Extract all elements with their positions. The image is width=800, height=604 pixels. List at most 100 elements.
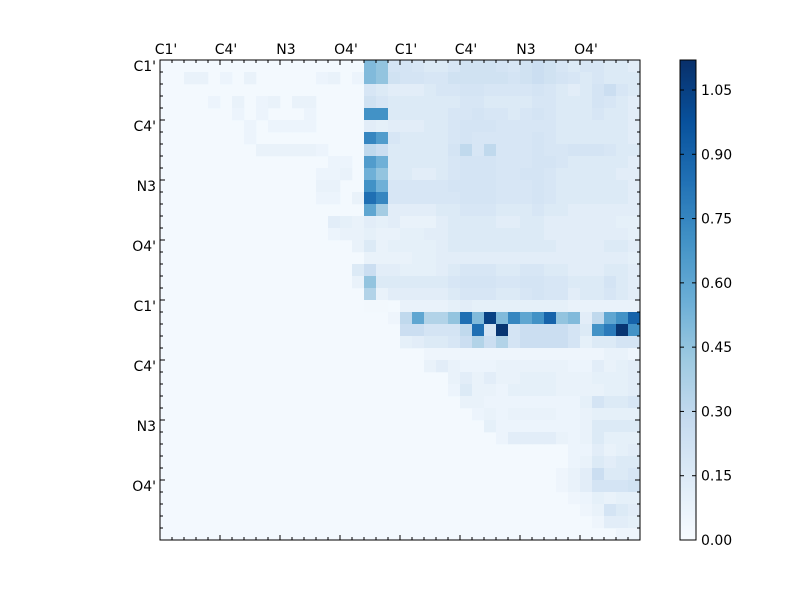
heatmap-cell (232, 108, 245, 121)
heatmap-cell (412, 288, 425, 301)
heatmap-cell (568, 156, 581, 169)
colorbar-segment (680, 282, 696, 285)
colorbar-segment (680, 368, 696, 371)
heatmap-cell (496, 312, 509, 325)
colorbar-segment (680, 484, 696, 487)
heatmap-cell (472, 348, 485, 361)
heatmap-cell (496, 192, 509, 205)
heatmap-cell (400, 192, 413, 205)
heatmap-cell (436, 156, 449, 169)
heatmap-cell (496, 324, 509, 337)
colorbar-segment (680, 450, 696, 453)
colorbar-segment (680, 240, 696, 243)
heatmap-cell (532, 420, 545, 433)
heatmap-cell (352, 240, 365, 253)
colorbar-segment (680, 148, 696, 151)
colorbar-segment (680, 486, 696, 489)
heatmap-cell (616, 132, 629, 145)
heatmap-cell (436, 144, 449, 157)
heatmap-cell (532, 96, 545, 109)
heatmap-cell (544, 324, 557, 337)
colorbar-segment (680, 236, 696, 239)
colorbar-segment (680, 310, 696, 313)
colorbar-segment (680, 66, 696, 69)
colorbar-segment (680, 352, 696, 355)
heatmap-cell (340, 168, 353, 181)
heatmap-cell (388, 168, 401, 181)
heatmap-cell (364, 132, 377, 145)
colorbar-segment (680, 280, 696, 283)
colorbar-segment (680, 90, 696, 93)
heatmap-cell (520, 336, 533, 349)
colorbar-segment (680, 214, 696, 217)
heatmap-cell (448, 168, 461, 181)
heatmap-cell (580, 204, 593, 217)
heatmap-cell (436, 108, 449, 121)
heatmap-cell (244, 120, 257, 133)
heatmap-cell (400, 204, 413, 217)
heatmap-cell (292, 144, 305, 157)
heatmap-cell (424, 288, 437, 301)
heatmap-cell (532, 264, 545, 277)
heatmap-cell (388, 72, 401, 85)
colorbar-segment (680, 452, 696, 455)
heatmap-cell (556, 480, 569, 493)
heatmap-cell (532, 240, 545, 253)
heatmap-cell (412, 204, 425, 217)
heatmap-cell (604, 372, 617, 385)
heatmap-cell (616, 180, 629, 193)
heatmap-cell (436, 300, 449, 313)
heatmap-cell (532, 312, 545, 325)
heatmap-cell (604, 276, 617, 289)
heatmap-cell (604, 84, 617, 97)
heatmap-cell (628, 252, 641, 265)
heatmap-cell (412, 276, 425, 289)
colorbar-segment (680, 88, 696, 91)
heatmap-cell (460, 120, 473, 133)
heatmap-cell (544, 168, 557, 181)
colorbar-segment (680, 496, 696, 499)
heatmap-cell (460, 180, 473, 193)
heatmap-cell (412, 156, 425, 169)
heatmap-cell (604, 504, 617, 517)
heatmap-cell (460, 324, 473, 337)
heatmap-cell (568, 228, 581, 241)
colorbar-segment (680, 308, 696, 311)
colorbar-segment (680, 94, 696, 97)
y-tick-label: C1' (133, 59, 156, 75)
heatmap-cell (508, 324, 521, 337)
heatmap-cell (568, 324, 581, 337)
heatmap-cell (376, 72, 389, 85)
heatmap-cell (532, 360, 545, 373)
colorbar-segment (680, 428, 696, 431)
heatmap-cell (424, 252, 437, 265)
colorbar-segment (680, 472, 696, 475)
heatmap-cell (544, 372, 557, 385)
heatmap-cell (544, 108, 557, 121)
colorbar-tick-label: 0.00 (701, 533, 732, 549)
colorbar-segment (680, 180, 696, 183)
heatmap-cell (508, 252, 521, 265)
heatmap-cell (424, 120, 437, 133)
heatmap-cell (460, 108, 473, 121)
colorbar-segment (680, 140, 696, 143)
colorbar-segment (680, 122, 696, 125)
heatmap-cell (592, 312, 605, 325)
colorbar-segment (680, 242, 696, 245)
heatmap-cell (616, 312, 629, 325)
heatmap-cell (520, 72, 533, 85)
heatmap-cell (364, 252, 377, 265)
heatmap-cell (316, 72, 329, 85)
heatmap-cell (592, 300, 605, 313)
heatmap-cell (580, 360, 593, 373)
heatmap-cell (484, 120, 497, 133)
heatmap-cell (592, 468, 605, 481)
heatmap-cell (616, 192, 629, 205)
colorbar-segment (680, 246, 696, 249)
colorbar-segment (680, 238, 696, 241)
colorbar-segment (680, 292, 696, 295)
heatmap-cell (496, 84, 509, 97)
heatmap-cell (256, 96, 269, 109)
heatmap-cell (484, 228, 497, 241)
heatmap-cell (376, 216, 389, 229)
